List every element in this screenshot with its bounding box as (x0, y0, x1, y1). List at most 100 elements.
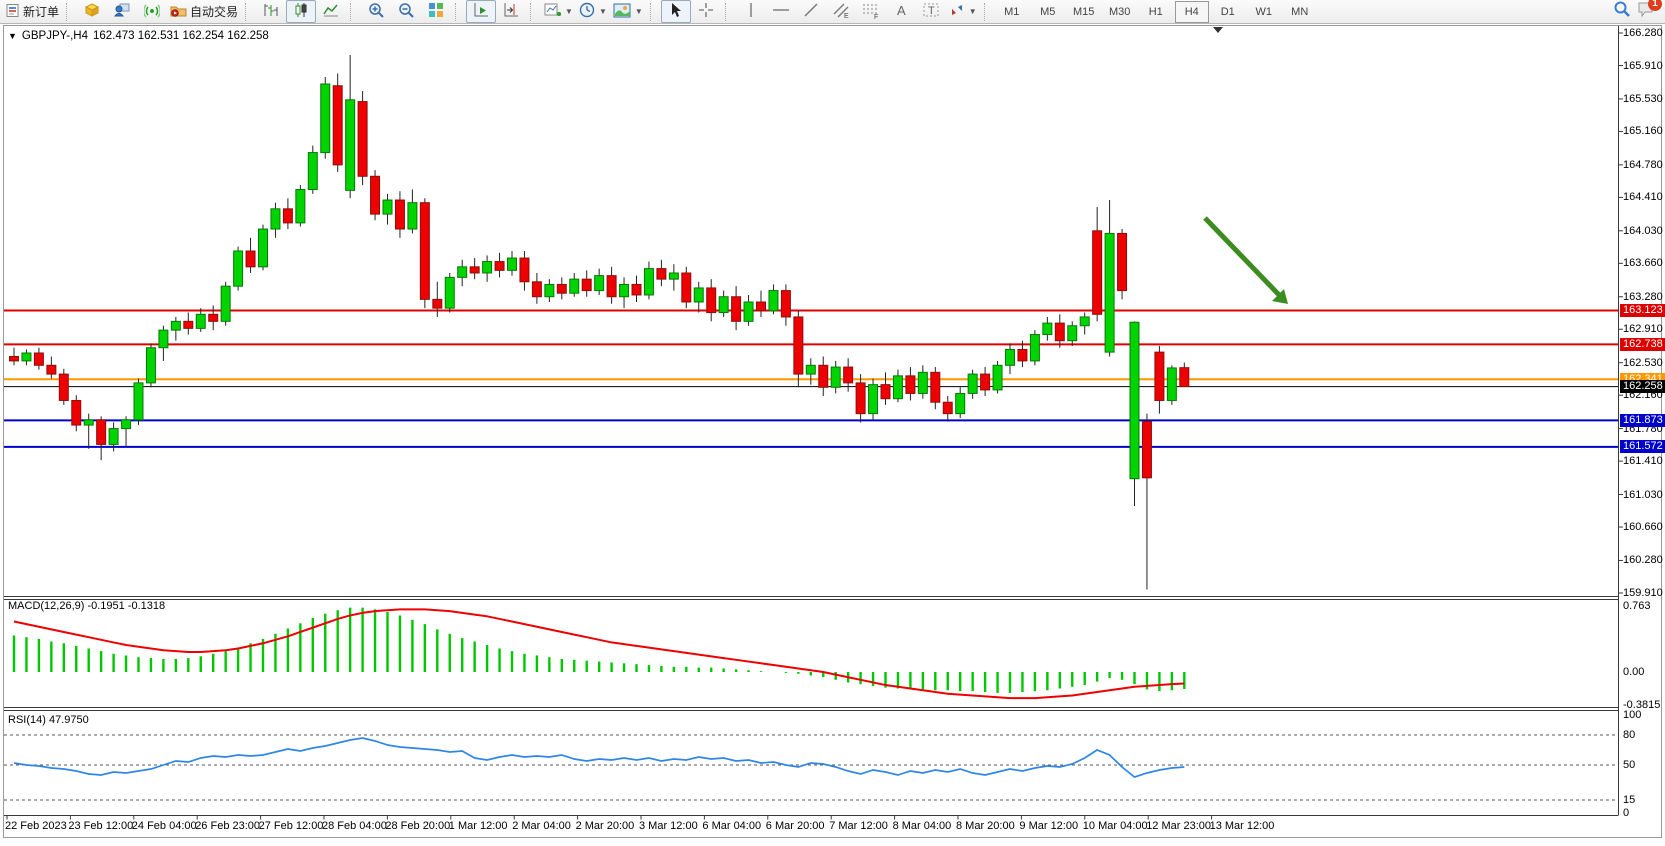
community-button[interactable] (107, 0, 137, 23)
auto-scroll-button[interactable] (466, 0, 497, 23)
candle-body (606, 275, 617, 298)
candle-body (357, 101, 368, 177)
timeframe-button-h1[interactable]: H1 (1148, 5, 1163, 18)
price-axis-label: 159.910 (1623, 586, 1663, 599)
text-label-tool[interactable]: T (916, 0, 946, 23)
timeframe-button-h4[interactable]: H4 (1174, 0, 1209, 23)
arrows-tool[interactable]: ▼ (946, 0, 980, 23)
candle-body (195, 313, 206, 329)
fibonacci-tool[interactable]: F (856, 0, 886, 23)
trend-arrow-head (1272, 289, 1288, 304)
templates-button[interactable]: ▼ (610, 0, 646, 23)
auto-scroll-icon (473, 2, 489, 21)
svg-text:E: E (844, 13, 849, 19)
dropdown-caret: ▼ (634, 7, 643, 16)
candle-body (1079, 316, 1090, 327)
timeframe-button-mn[interactable]: MN (1291, 5, 1309, 18)
price-axis-label: 164.780 (1623, 158, 1663, 171)
timeframe-button-w1[interactable]: W1 (1255, 5, 1272, 18)
cursor-icon (669, 2, 683, 21)
candle-body (967, 373, 978, 394)
horizontal-line-tool[interactable] (766, 0, 796, 23)
time-axis-label: 28 Feb 04:00 (322, 820, 387, 832)
candle-body (818, 364, 829, 388)
trend-arrow-annotation[interactable] (1203, 216, 1284, 300)
candle-body (1129, 321, 1140, 480)
timeframe-button-m15[interactable]: M15 (1073, 5, 1095, 18)
timeframe-button-m30[interactable]: M30 (1109, 5, 1131, 18)
charts-button[interactable] (77, 0, 107, 23)
timeframe-button-d1[interactable]: D1 (1220, 5, 1235, 18)
text-tool[interactable]: A (886, 0, 916, 23)
chart-shift-marker[interactable] (1213, 27, 1223, 33)
candle-body (731, 296, 742, 322)
time-axis-label: 26 Feb 23:00 (195, 820, 261, 832)
cursor-button[interactable] (660, 0, 691, 23)
crosshair-button[interactable] (691, 0, 721, 23)
time-axis-label: 6 Mar 04:00 (702, 820, 762, 832)
line-chart-button[interactable] (316, 0, 346, 23)
svg-text:F: F (874, 14, 878, 19)
bar-chart-button[interactable] (256, 0, 286, 23)
toolbar: 新订单 自动交易 ▼ ▼ ▼ E F A T ▼ M1 M5 M15 M30 H1 H4 D… (0, 0, 1665, 24)
candle-body (793, 316, 804, 375)
macd-axis-label: 0.763 (1623, 599, 1651, 612)
zoom-out-button[interactable] (391, 0, 421, 23)
zoom-in-button[interactable] (361, 0, 391, 23)
candle-body (930, 371, 941, 403)
chart-shift-button[interactable] (496, 0, 526, 23)
candle-body (208, 313, 219, 322)
candle-body (992, 364, 1003, 391)
candle-body (706, 287, 717, 314)
chart-window-border (3, 25, 1662, 838)
candle-body (531, 281, 542, 298)
price-axis-label: 161.030 (1623, 488, 1663, 501)
chart-dropdown-caret[interactable]: ▼ (8, 31, 17, 41)
candle-body (693, 287, 704, 303)
svg-text:T: T (928, 5, 935, 17)
timeframe-button-m1[interactable]: M1 (1004, 5, 1020, 18)
candle-body (332, 85, 343, 166)
candlestick-icon (293, 2, 309, 21)
candle-body (668, 272, 679, 280)
candle-body (643, 268, 654, 296)
chart-title: ▼ GBPJPY-,H4 162.473 162.531 162.254 162… (8, 30, 269, 42)
tile-windows-button[interactable] (421, 0, 451, 23)
candle-body (108, 428, 119, 445)
candle-body (145, 347, 156, 384)
separator (350, 2, 358, 21)
candle-body (942, 401, 953, 415)
price-axis-label: 160.280 (1623, 554, 1663, 567)
autotrading-button[interactable]: 自动交易 (167, 0, 241, 23)
periods-button[interactable]: ▼ (576, 0, 610, 23)
candle-body (955, 392, 966, 415)
vertical-line-tool[interactable] (736, 0, 766, 23)
candle-body (1042, 322, 1053, 336)
candle-body (569, 278, 580, 294)
time-axis-label: 8 Mar 20:00 (956, 820, 1015, 832)
autotrading-icon (170, 3, 187, 21)
candle-body (1005, 348, 1015, 366)
trendline-tool[interactable] (796, 0, 826, 23)
candlestick-chart-button[interactable] (286, 0, 317, 23)
search-icon[interactable] (1613, 0, 1631, 23)
candle-body (855, 382, 866, 415)
candle-body (482, 261, 493, 274)
timeframe-button-m5[interactable]: M5 (1040, 5, 1056, 18)
time-axis-label: 6 Mar 20:00 (765, 820, 825, 832)
candle-body (1154, 351, 1165, 401)
candle-body (1067, 325, 1078, 342)
svg-text:A: A (897, 3, 906, 18)
add-indicator-button[interactable]: ▼ (541, 0, 576, 23)
clock-icon (579, 2, 595, 21)
new-order-button[interactable]: 新订单 (2, 0, 62, 23)
price-axis-label: 162.530 (1623, 356, 1663, 369)
candle-body (507, 257, 517, 271)
candle-body (258, 228, 268, 268)
line-chart-icon (323, 2, 339, 21)
signal-button[interactable] (137, 0, 167, 23)
template-icon (613, 3, 631, 21)
candle-body (780, 290, 791, 318)
notifications-button[interactable]: 1 (1637, 0, 1662, 23)
equidistant-channel-tool[interactable]: E (826, 0, 856, 23)
